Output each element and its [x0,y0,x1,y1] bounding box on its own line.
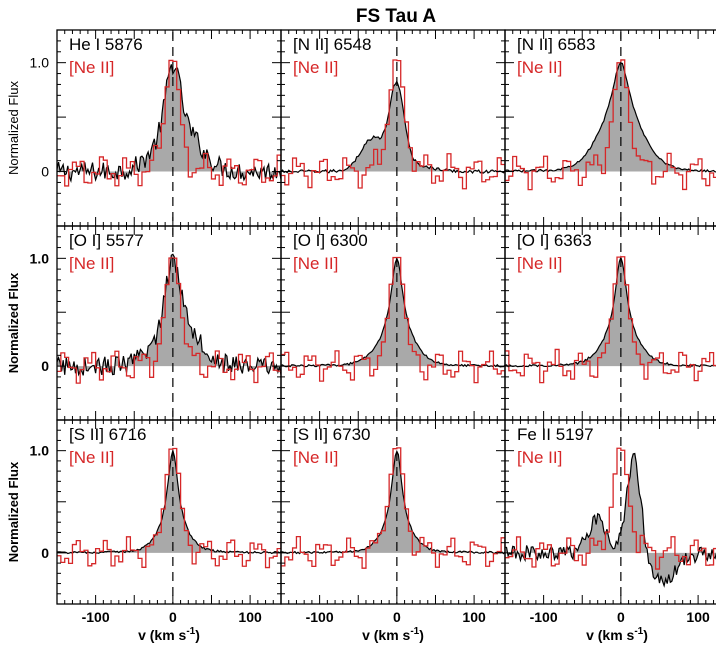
ne-ii-label: [Ne II] [293,448,338,467]
line-profile [505,452,716,588]
y-tick-label: 1.0 [30,250,50,266]
y-axis-label: Normalized Flux [6,272,21,373]
plot-area [57,253,281,384]
panel-o-i-5577: 0 1.0 [O I] 5577 [Ne II] [30,225,282,421]
y-tick-label: 0 [41,164,49,180]
ne-ii-label: [Ne II] [517,254,562,273]
panel-o-i-6363: [O I] 6363 [Ne II] [504,225,716,421]
profile-fill [57,64,281,181]
plot-area [57,447,281,569]
plot-area [505,255,716,384]
line-label: [O I] 5577 [69,231,144,250]
ne-ii-profile [505,447,716,570]
x-axis-label: v (km s-1) [586,626,648,643]
ne-ii-label: [Ne II] [293,58,338,77]
x-axis-label: v (km s-1) [138,626,200,643]
line-label: [N II] 6583 [517,35,595,54]
y-tick-label: 0 [41,358,49,374]
line-label: Fe II 5197 [517,425,594,444]
line-label: [S II] 6730 [293,425,371,444]
y-tick-label: 1.0 [30,55,50,71]
x-axis-label-sup: -1 [634,626,643,637]
panel-s-ii-6716: 0 1.0 -100 0 100 [S II] 6716 [Ne II] [30,419,282,625]
y-tick-label: 0 [41,545,49,561]
profile-fill [281,81,505,174]
x-axis-label-sup: -1 [186,626,195,637]
x-tick-label: 100 [686,609,710,625]
x-axis-label-close: ) [643,627,648,643]
x-axis-label-close: ) [195,627,200,643]
ne-ii-label: [Ne II] [517,448,562,467]
ne-ii-label: [Ne II] [293,254,338,273]
profile-fill [281,258,505,367]
x-tick-label: 0 [617,609,625,625]
ne-ii-profile [281,59,505,190]
ne-ii-label: [Ne II] [69,254,114,273]
plot-area [57,59,281,187]
panel-s-ii-6730: -100 0 100 [S II] 6730 [Ne II] [280,419,506,625]
x-tick-label: 100 [238,609,262,625]
x-tick-label: -100 [306,609,334,625]
line-label: [O I] 6300 [293,231,368,250]
x-axis-label-sup: -1 [410,626,419,637]
panel-he-i-5876: 0 1.0 He I 5876 [Ne II] [30,29,282,227]
y-axis-label: Normalized Flux [6,461,21,562]
x-axis-label: v (km s-1) [362,626,424,643]
ne-ii-label: [Ne II] [69,58,114,77]
y-tick-label: 1.0 [30,443,50,459]
profile-fill [57,450,281,554]
x-tick-label: 0 [169,609,177,625]
plot-area [281,447,505,569]
plot-area [281,256,505,384]
line-label: [O I] 6363 [517,231,592,250]
ne-ii-label: [Ne II] [69,448,114,467]
profile-fill [57,254,281,376]
ne-ii-label: [Ne II] [517,58,562,77]
ne-ii-profile [281,447,505,569]
profile-fill [505,63,716,173]
plot-area [505,447,716,588]
figure-title: FS Tau A [356,6,437,27]
line-label: [N II] 6548 [293,35,371,54]
ne-ii-profile [505,256,716,384]
panel-grid: 01.0He I 5876[Ne II][N II] 6548[Ne II][N… [6,29,716,643]
ne-ii-profile [57,59,281,187]
profile-fill [505,453,716,586]
panel-o-i-6300: [O I] 6300 [Ne II] [280,225,506,421]
panel-fe-ii-5197: -100 0 100 Fe II 5197 [Ne II] [504,419,716,625]
line-label: He I 5876 [69,35,143,54]
ne-ii-profile [57,447,281,569]
x-tick-label: -100 [530,609,558,625]
ne-ii-profile [505,59,716,191]
x-tick-label: 0 [393,609,401,625]
panel-n-ii-6548: [N II] 6548 [Ne II] [280,29,506,227]
line-label: [S II] 6716 [69,425,147,444]
ne-ii-profile [281,256,505,384]
x-tick-label: 100 [462,609,486,625]
profile-fill [505,257,716,367]
ne-ii-profile [57,257,281,384]
plot-area [281,59,505,190]
x-axis-label-close: ) [419,627,424,643]
y-axis-label: Normalized Flux [6,81,21,175]
plot-area [505,59,716,191]
panel-n-ii-6583: [N II] 6583 [Ne II] [504,29,716,227]
profile-fill [281,451,505,554]
x-tick-label: -100 [82,609,110,625]
